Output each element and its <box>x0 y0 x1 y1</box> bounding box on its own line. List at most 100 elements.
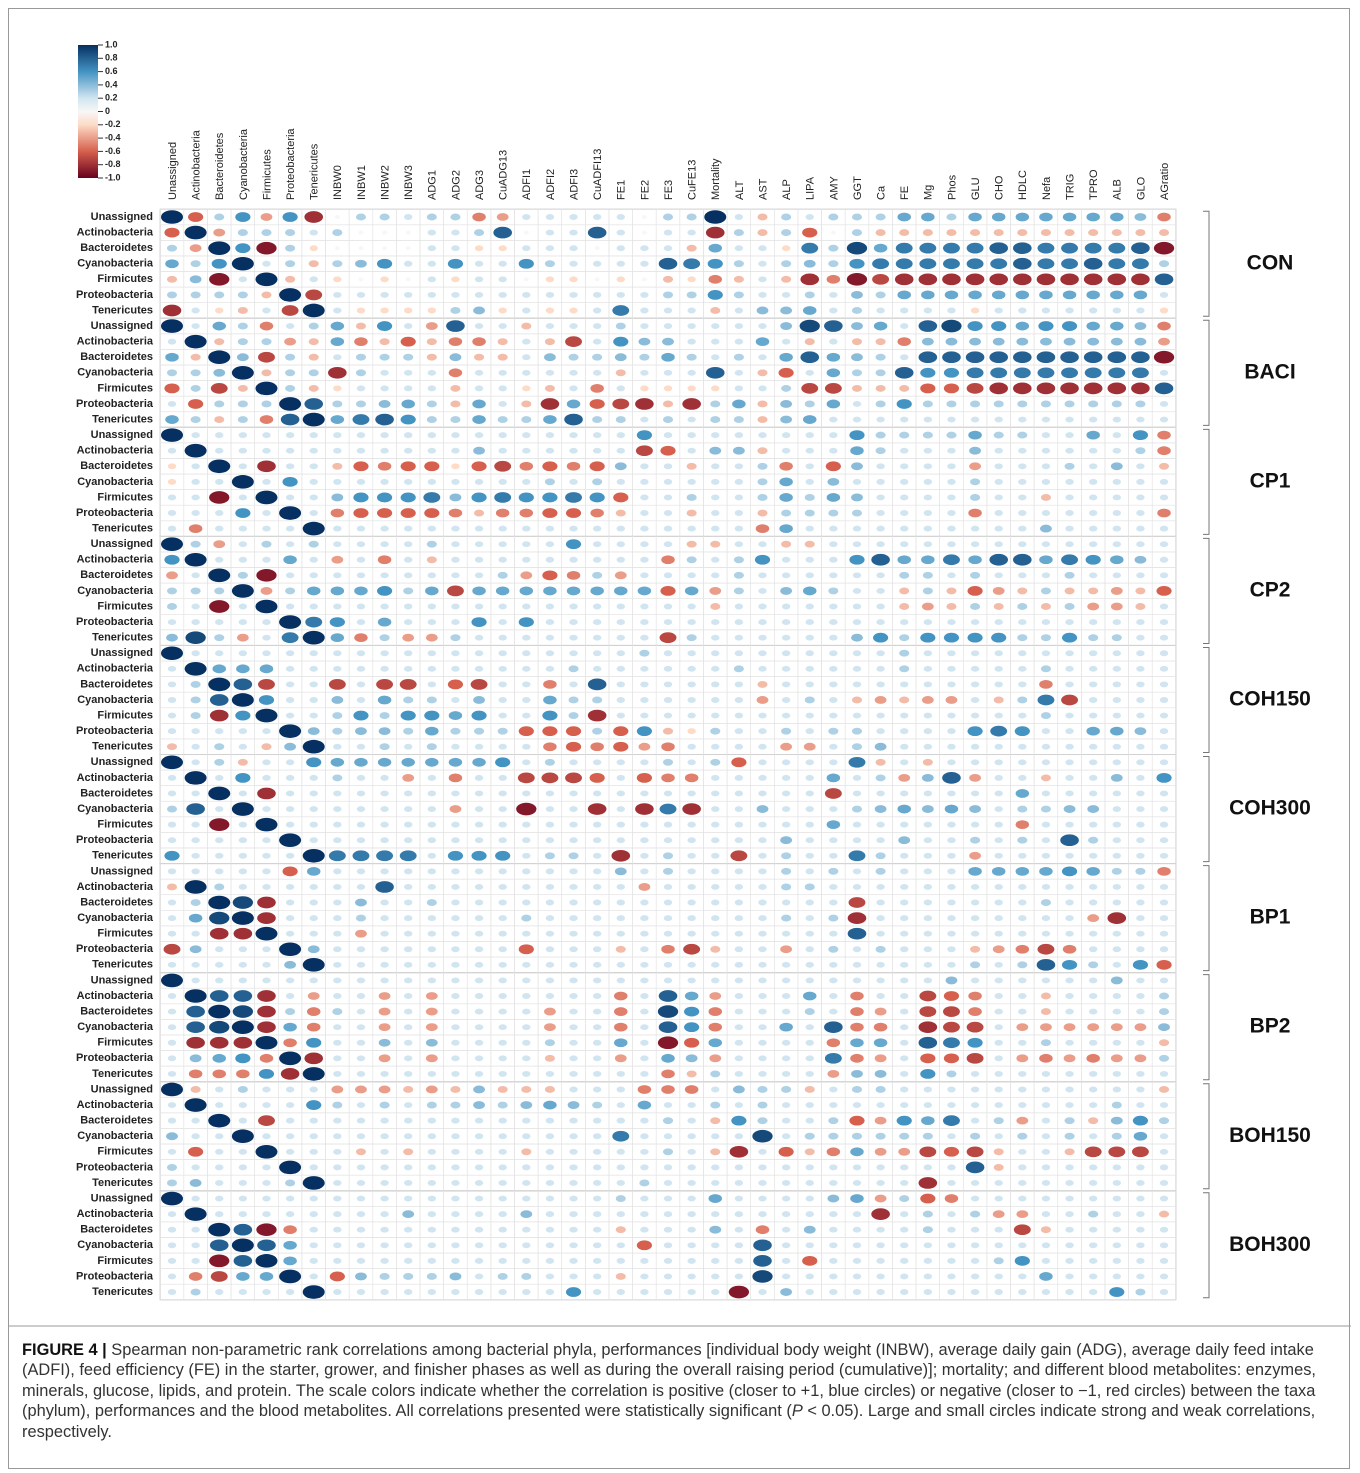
row-label: Bacteroidetes <box>80 242 153 254</box>
correlation-ellipse <box>758 1055 767 1062</box>
correlation-ellipse <box>569 260 578 267</box>
correlation-ellipse <box>829 806 838 812</box>
correlation-ellipse <box>166 603 178 610</box>
correlation-ellipse <box>545 525 555 532</box>
correlation-ellipse <box>404 650 413 657</box>
correlation-ellipse <box>209 709 229 722</box>
correlation-ellipse <box>781 603 791 610</box>
correlation-ellipse <box>309 697 318 703</box>
correlation-ellipse <box>828 914 839 922</box>
row-label: Bacteroidetes <box>80 1005 153 1017</box>
correlation-ellipse <box>333 572 342 579</box>
correlation-ellipse <box>451 1039 460 1046</box>
correlation-ellipse <box>232 1005 254 1018</box>
correlation-ellipse <box>257 896 276 909</box>
correlation-ellipse <box>521 322 532 330</box>
correlation-ellipse <box>1040 634 1051 642</box>
correlation-ellipse <box>308 369 319 377</box>
correlation-ellipse <box>237 307 248 314</box>
correlation-ellipse <box>191 650 200 657</box>
correlation-ellipse <box>684 1022 700 1033</box>
colorbar-tick-label: 0 <box>105 106 110 116</box>
correlation-ellipse <box>1157 446 1171 456</box>
correlation-ellipse <box>711 556 720 563</box>
correlation-ellipse <box>285 650 295 657</box>
correlation-ellipse <box>947 416 956 423</box>
correlation-ellipse <box>994 977 1003 984</box>
correlation-ellipse <box>522 930 531 937</box>
correlation-ellipse <box>237 322 248 330</box>
correlation-ellipse <box>592 416 603 423</box>
correlation-ellipse <box>167 728 177 735</box>
correlation-ellipse <box>262 961 271 968</box>
correlation-ellipse <box>781 229 792 237</box>
correlation-ellipse <box>662 758 674 766</box>
correlation-ellipse <box>330 586 345 596</box>
row-label: Bacteroidetes <box>80 569 153 581</box>
correlation-ellipse <box>900 915 909 922</box>
correlation-ellipse <box>734 883 744 890</box>
correlation-ellipse <box>638 337 651 346</box>
correlation-ellipse <box>824 320 843 332</box>
correlation-ellipse <box>474 245 484 252</box>
correlation-ellipse <box>1159 1070 1169 1077</box>
correlation-ellipse <box>873 1022 888 1032</box>
correlation-ellipse <box>400 461 416 472</box>
correlation-ellipse <box>498 883 507 890</box>
correlation-ellipse <box>1110 587 1123 595</box>
correlation-ellipse <box>379 743 390 751</box>
correlation-ellipse <box>781 977 791 984</box>
correlation-ellipse <box>947 525 956 532</box>
correlation-ellipse <box>1018 619 1027 626</box>
correlation-ellipse <box>781 790 791 797</box>
correlation-ellipse <box>829 432 838 439</box>
correlation-ellipse <box>734 946 744 953</box>
correlation-ellipse <box>1159 837 1169 844</box>
correlation-ellipse <box>687 603 696 610</box>
correlation-ellipse <box>711 961 720 968</box>
correlation-ellipse <box>805 619 814 626</box>
correlation-ellipse <box>1112 759 1122 766</box>
correlation-ellipse <box>569 276 578 283</box>
correlation-ellipse <box>330 633 345 643</box>
correlation-ellipse <box>804 400 815 408</box>
correlation-ellipse <box>640 385 649 392</box>
correlation-ellipse <box>545 1070 555 1077</box>
correlation-ellipse <box>1158 337 1170 346</box>
correlation-ellipse <box>640 541 649 548</box>
correlation-ellipse <box>758 930 767 937</box>
correlation-ellipse <box>780 945 793 954</box>
correlation-ellipse <box>1112 930 1122 937</box>
correlation-ellipse <box>852 401 862 407</box>
correlation-ellipse <box>1087 805 1100 813</box>
correlation-ellipse <box>900 743 909 750</box>
correlation-ellipse <box>1040 899 1051 906</box>
correlation-ellipse <box>1041 883 1051 890</box>
correlation-ellipse <box>238 463 248 470</box>
correlation-ellipse <box>167 1024 177 1031</box>
correlation-ellipse <box>167 697 177 703</box>
correlation-ellipse <box>970 603 981 610</box>
correlation-ellipse <box>1041 852 1051 859</box>
correlation-ellipse <box>522 634 531 641</box>
correlation-ellipse <box>1065 977 1074 984</box>
correlation-ellipse <box>404 946 413 953</box>
correlation-ellipse <box>545 432 555 439</box>
correlation-ellipse <box>801 383 819 394</box>
correlation-ellipse <box>262 1086 271 1093</box>
correlation-ellipse <box>470 679 488 690</box>
correlation-ellipse <box>450 416 461 423</box>
correlation-ellipse <box>1111 229 1122 237</box>
correlation-ellipse <box>994 961 1003 968</box>
correlation-ellipse <box>449 353 462 362</box>
correlation-ellipse <box>522 603 531 610</box>
correlation-ellipse <box>302 412 325 427</box>
correlation-ellipse <box>994 1039 1003 1046</box>
correlation-ellipse <box>1060 351 1079 364</box>
correlation-ellipse <box>1087 914 1100 923</box>
correlation-ellipse <box>851 384 863 392</box>
correlation-ellipse <box>1134 555 1147 564</box>
group-label: CON <box>1247 251 1294 274</box>
correlation-ellipse <box>285 244 296 252</box>
correlation-ellipse <box>375 881 394 893</box>
